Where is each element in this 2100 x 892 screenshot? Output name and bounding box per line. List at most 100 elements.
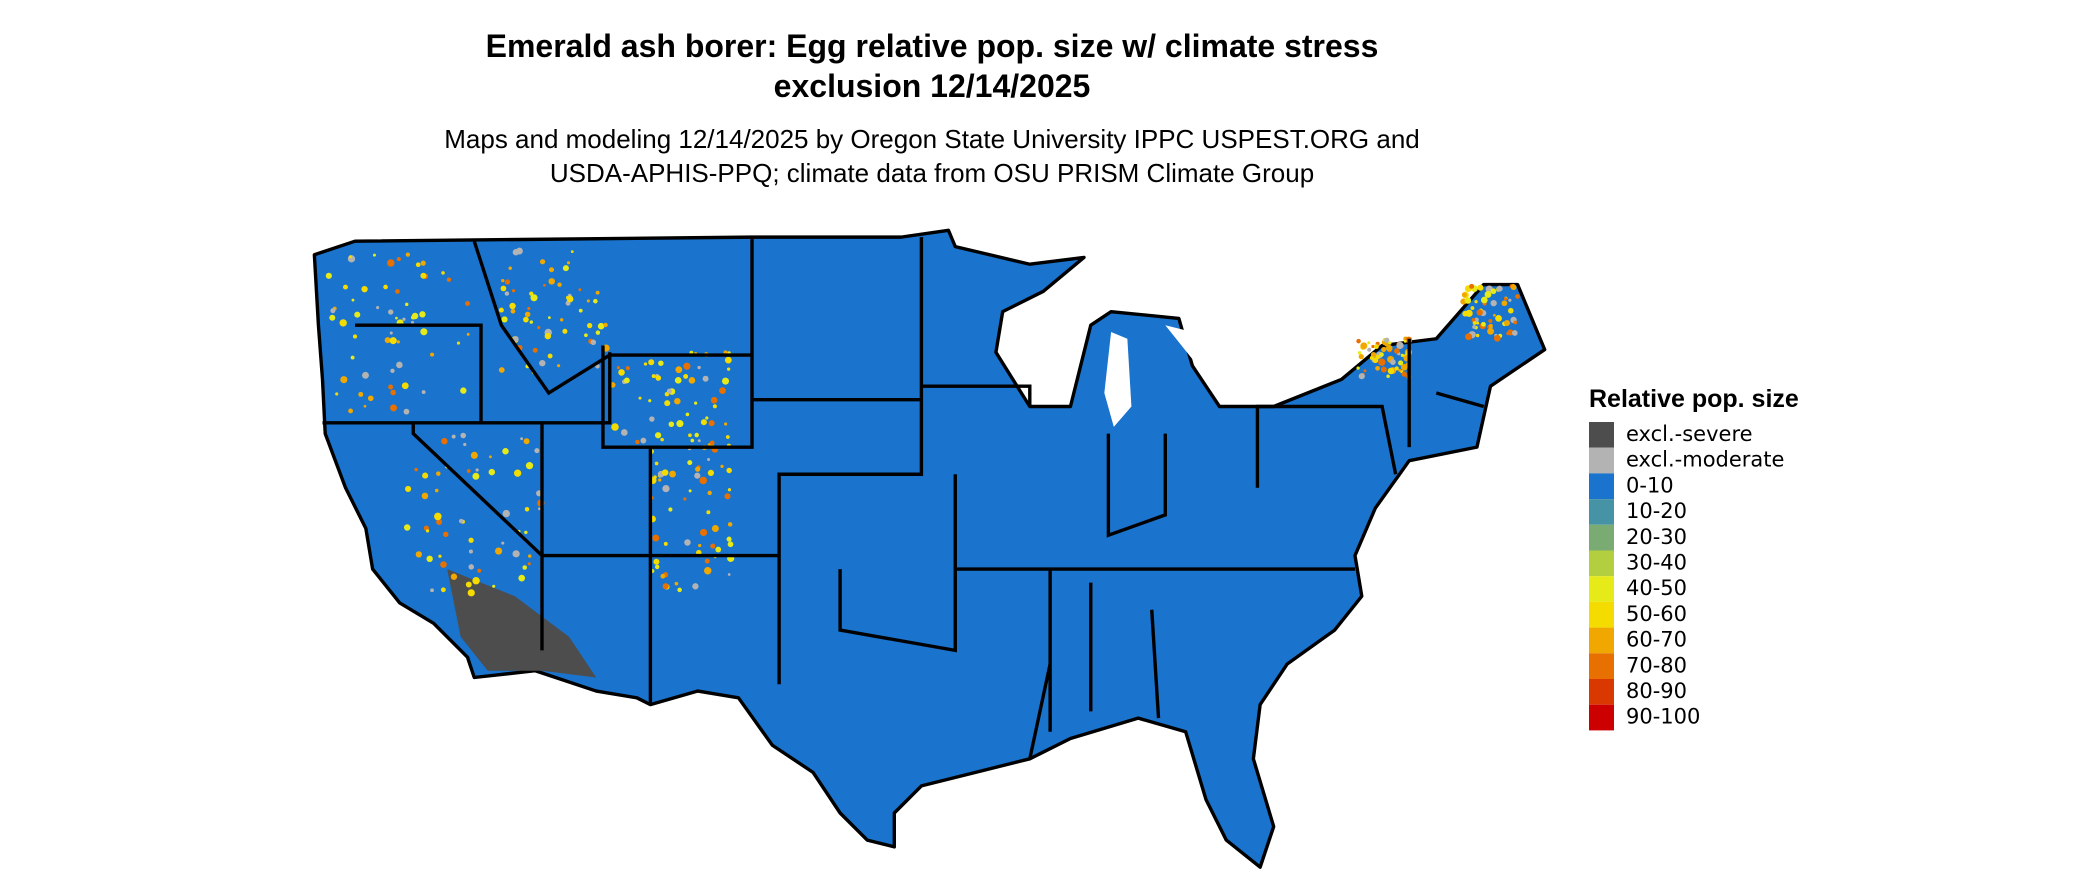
hotspot — [468, 537, 474, 543]
hotspot — [660, 573, 666, 579]
hotspot — [1484, 291, 1492, 298]
hotspot — [586, 299, 590, 303]
hotspot — [446, 277, 452, 282]
hotspot — [1465, 333, 1473, 341]
hotspot — [688, 489, 692, 493]
hotspot — [663, 541, 668, 546]
hotspot — [348, 255, 352, 259]
hotspot — [595, 290, 600, 295]
hotspot — [593, 298, 598, 304]
hotspot — [523, 316, 529, 323]
hotspot — [1401, 371, 1407, 377]
hotspot — [1472, 321, 1477, 325]
hotspot — [401, 382, 409, 390]
hotspot — [354, 311, 361, 318]
hotspot — [620, 429, 628, 436]
hotspot — [669, 470, 676, 478]
hotspot — [653, 558, 660, 565]
hotspot — [595, 330, 601, 335]
hotspot — [1386, 344, 1393, 352]
hotspot — [396, 257, 401, 262]
hotspot — [570, 250, 574, 254]
hotspot — [524, 530, 528, 535]
hotspot — [1375, 365, 1380, 371]
hotspot — [420, 328, 428, 336]
hotspot — [1470, 306, 1475, 310]
hotspot — [710, 396, 718, 404]
hotspot — [329, 314, 336, 321]
hotspot — [700, 419, 707, 426]
hotspot — [525, 462, 534, 470]
hotspot — [662, 583, 669, 590]
hotspot — [422, 472, 429, 479]
hotspot — [543, 283, 546, 287]
hotspot — [557, 282, 562, 287]
legend-title: Relative pop. size — [1589, 385, 1799, 413]
hotspot — [325, 272, 332, 279]
hotspot — [436, 471, 441, 476]
hotspot — [415, 551, 422, 558]
hotspot — [1360, 342, 1368, 350]
hotspot — [616, 366, 620, 370]
hotspot — [367, 395, 374, 402]
hotspot — [709, 440, 715, 446]
hotspot — [403, 408, 410, 415]
hotspot — [635, 439, 640, 445]
hotspot — [460, 387, 467, 394]
legend-label: excl.-severe — [1626, 422, 1753, 446]
hotspot — [501, 316, 508, 323]
hotspot — [1381, 347, 1387, 353]
hotspot — [458, 518, 464, 524]
hotspot — [460, 432, 466, 439]
hotspot — [677, 587, 682, 593]
hotspot — [524, 506, 530, 512]
hotspot — [465, 581, 472, 588]
hotspot — [654, 461, 659, 466]
hotspot — [340, 376, 348, 384]
hotspot — [420, 260, 426, 266]
hotspot — [705, 567, 709, 571]
hotspot — [1476, 309, 1483, 316]
hotspot — [362, 371, 369, 379]
hotspot — [520, 437, 524, 441]
hotspot — [372, 253, 376, 257]
hotspot — [436, 518, 443, 525]
hotspots — [325, 247, 1520, 597]
hotspot — [402, 317, 406, 321]
hotspot — [502, 509, 510, 518]
hotspot — [724, 356, 732, 364]
hotspot — [1374, 344, 1379, 349]
hotspot — [527, 306, 531, 311]
hotspot — [1501, 300, 1508, 307]
hotspot — [684, 539, 691, 546]
hotspot — [726, 536, 732, 542]
legend-swatch — [1589, 473, 1614, 500]
hotspot — [500, 285, 507, 292]
hotspot — [390, 389, 396, 396]
hotspot — [468, 549, 473, 554]
hotspot — [509, 302, 516, 310]
legend-label: 20-30 — [1626, 525, 1687, 549]
legend-label: 50-60 — [1626, 602, 1687, 626]
hotspot — [707, 469, 715, 476]
hotspot — [643, 362, 648, 366]
hotspot — [1461, 292, 1467, 298]
hotspot — [1503, 297, 1508, 301]
subtitle: Maps and modeling 12/14/2025 by Oregon S… — [444, 124, 1420, 154]
hotspot — [513, 336, 519, 342]
hotspot — [504, 291, 510, 296]
hotspot — [676, 420, 684, 428]
hotspot — [352, 334, 358, 339]
hotspot — [623, 377, 630, 384]
legend-swatch — [1589, 576, 1614, 602]
hotspot — [488, 468, 496, 476]
hotspot — [504, 279, 511, 285]
hotspot — [719, 387, 726, 394]
hotspot — [566, 261, 571, 265]
hotspot — [426, 555, 433, 563]
hotspot — [649, 416, 655, 422]
hotspot — [1474, 299, 1478, 304]
hotspot — [518, 574, 526, 582]
hotspot — [1510, 284, 1517, 291]
hotspot — [1398, 368, 1402, 372]
